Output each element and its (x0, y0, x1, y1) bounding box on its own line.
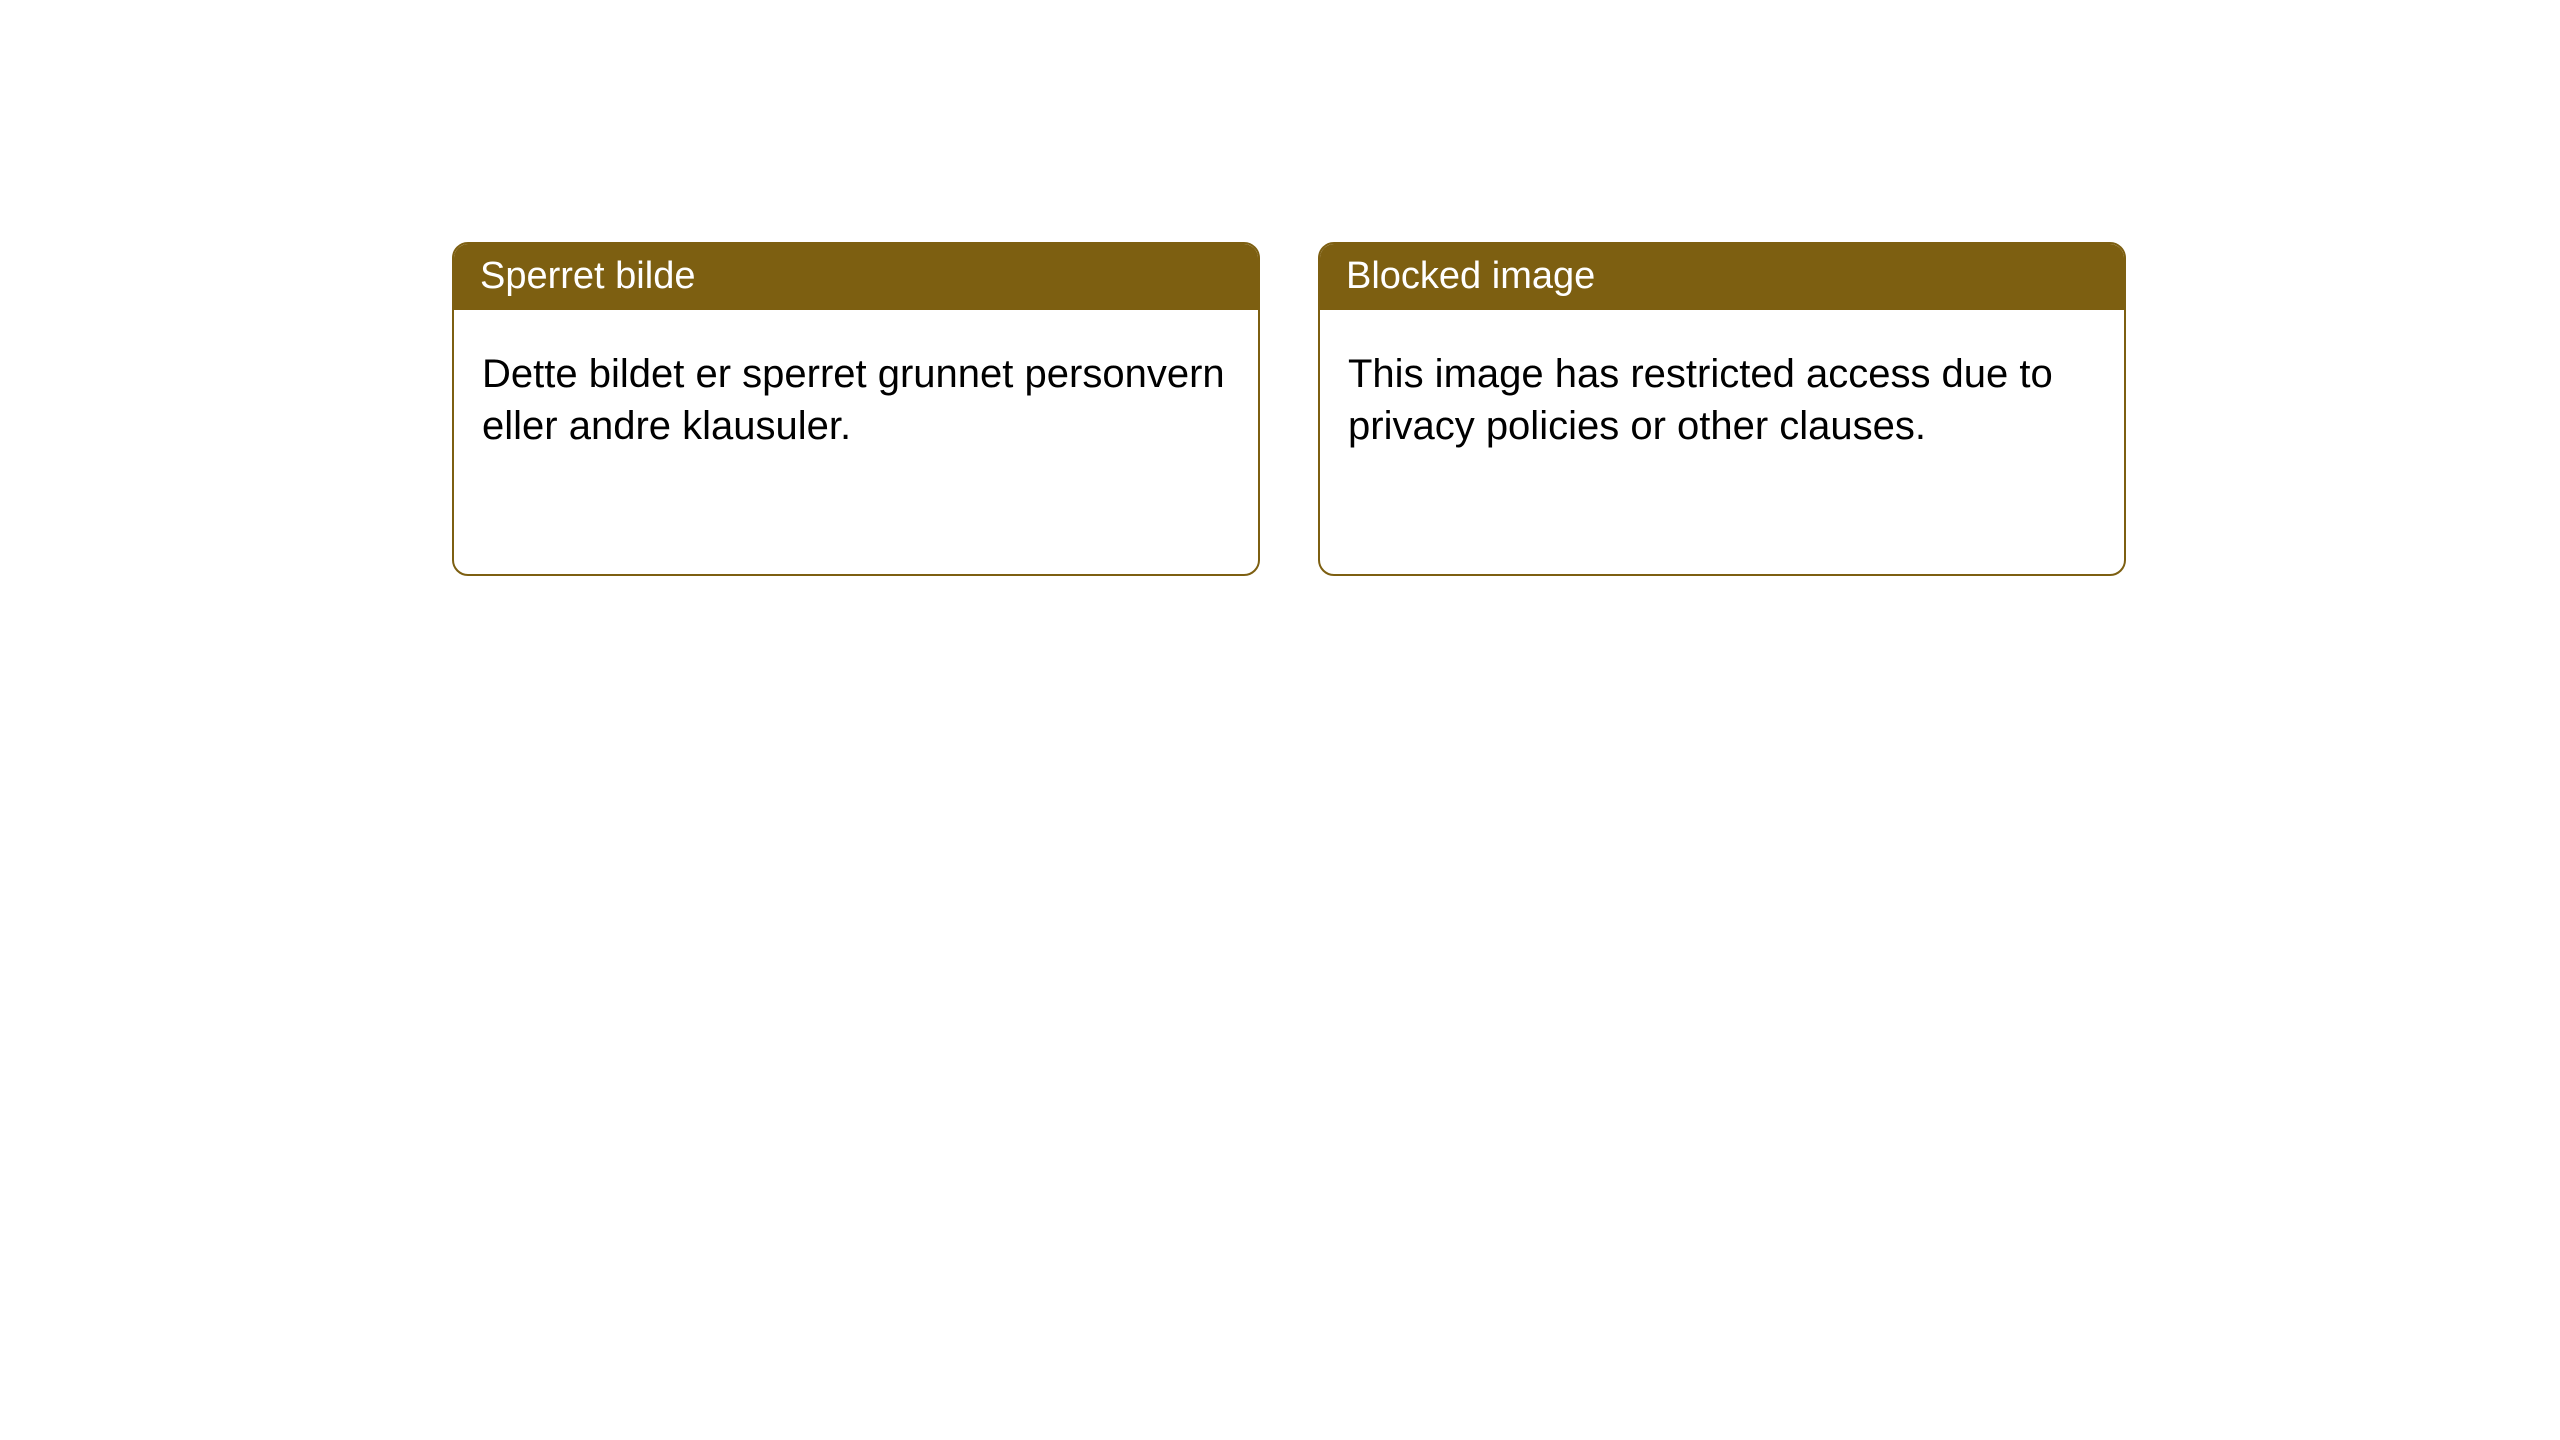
notice-card-english: Blocked image This image has restricted … (1318, 242, 2126, 576)
notice-cards-container: Sperret bilde Dette bildet er sperret gr… (452, 242, 2126, 576)
card-header: Blocked image (1320, 244, 2124, 310)
card-title: Blocked image (1346, 255, 1595, 297)
card-body: This image has restricted access due to … (1320, 310, 2124, 490)
card-title: Sperret bilde (480, 255, 695, 297)
notice-card-norwegian: Sperret bilde Dette bildet er sperret gr… (452, 242, 1260, 576)
card-body: Dette bildet er sperret grunnet personve… (454, 310, 1258, 490)
card-message: This image has restricted access due to … (1348, 352, 2053, 448)
card-header: Sperret bilde (454, 244, 1258, 310)
card-message: Dette bildet er sperret grunnet personve… (482, 352, 1225, 448)
